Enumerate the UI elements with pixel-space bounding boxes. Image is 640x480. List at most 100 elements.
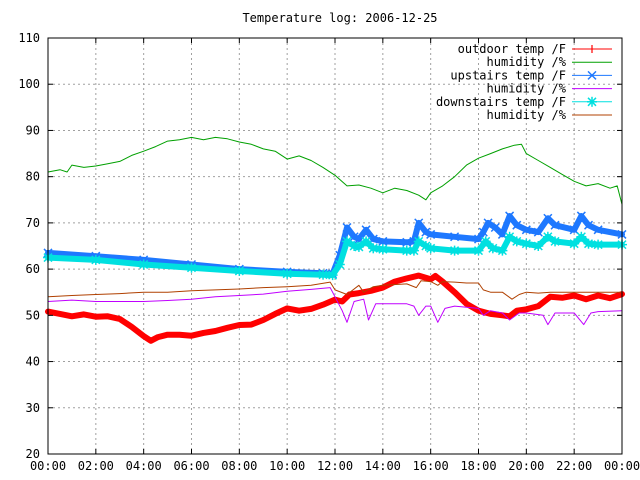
data-point: [533, 227, 543, 237]
series-line: [45, 272, 625, 344]
legend-label: outdoor temp /F: [458, 42, 566, 56]
x-tick-label: 00:00: [604, 459, 640, 473]
data-point: [593, 239, 604, 250]
x-tick-label: 00:00: [30, 459, 66, 473]
x-axis-tick-labels: 00:00 02:00 04:00 06:00 08:00 10:00 12:00 14:00…: [30, 459, 640, 473]
data-point: [569, 238, 580, 249]
series-6: [47, 280, 623, 300]
data-point: [234, 265, 245, 276]
data-point: [378, 236, 388, 246]
data-point: [421, 227, 431, 237]
legend-item-2: humidity /%: [487, 55, 612, 69]
data-point: [550, 236, 561, 247]
data-point: [426, 229, 436, 239]
series-5: [43, 231, 627, 281]
data-point: [478, 227, 488, 237]
data-point: [505, 211, 515, 221]
y-tick-label: 50: [26, 308, 40, 322]
legend-item-5: downstairs temp /F: [436, 95, 612, 109]
y-tick-label: 80: [26, 170, 40, 184]
data-point: [138, 259, 149, 270]
data-point: [353, 241, 364, 252]
data-point: [318, 269, 329, 280]
data-point: [576, 211, 586, 221]
data-point: [533, 241, 544, 251]
y-tick-label: 60: [26, 262, 40, 276]
x-tick-label: 18:00: [460, 459, 496, 473]
data-point: [512, 220, 522, 230]
y-tick-label: 40: [26, 355, 40, 369]
series-2: [47, 136, 623, 205]
y-tick-label: 110: [18, 31, 40, 45]
x-tick-label: 10:00: [269, 459, 305, 473]
legend-marker: [587, 70, 597, 80]
data-point: [402, 237, 412, 247]
data-point: [341, 236, 352, 247]
data-point: [521, 238, 532, 249]
data-point: [408, 245, 419, 256]
data-point: [414, 218, 424, 228]
legend-item-1: outdoor temp /F: [458, 42, 612, 56]
data-point: [449, 245, 460, 256]
legend-label: downstairs temp /F: [436, 95, 566, 109]
data-point: [583, 220, 594, 230]
data-point: [186, 262, 197, 273]
x-tick-label: 14:00: [365, 459, 401, 473]
data-point: [542, 231, 553, 242]
data-point: [576, 231, 587, 242]
data-point: [511, 236, 522, 247]
data-point: [480, 236, 491, 247]
data-point: [368, 243, 379, 254]
y-tick-label: 20: [26, 447, 40, 461]
y-tick-label: 30: [26, 401, 40, 415]
x-tick-label: 04:00: [126, 459, 162, 473]
x-tick-label: 20:00: [508, 459, 544, 473]
data-point: [377, 244, 388, 255]
y-tick-label: 100: [18, 77, 40, 91]
data-point: [90, 254, 101, 265]
legend-label: upstairs temp /F: [450, 68, 566, 82]
legend-label: humidity /%: [487, 108, 567, 122]
data-point: [521, 225, 531, 235]
series-layer: [43, 136, 627, 344]
series-line: [47, 136, 623, 205]
x-tick-label: 06:00: [173, 459, 209, 473]
y-axis-tick-labels: 20 30 40 50 60 70 80 90 100 110: [18, 31, 40, 461]
data-point: [413, 236, 424, 247]
data-point: [583, 238, 594, 249]
legend-label: humidity /%: [487, 55, 567, 69]
data-point: [473, 245, 484, 256]
data-point: [490, 222, 500, 233]
data-point: [569, 225, 579, 235]
data-point: [361, 236, 372, 247]
data-point: [349, 232, 359, 242]
legend-item-3: upstairs temp /F: [450, 68, 612, 82]
legend-item-4: humidity /%: [487, 82, 612, 96]
x-tick-label: 02:00: [78, 459, 114, 473]
data-point: [487, 243, 498, 254]
legend-label: humidity /%: [487, 82, 567, 96]
data-point: [334, 259, 345, 270]
y-tick-label: 70: [26, 216, 40, 230]
y-tick-label: 90: [26, 123, 40, 137]
axis-ticks: [47, 37, 623, 455]
data-point: [361, 225, 371, 235]
legend-marker: [587, 96, 597, 107]
data-point: [342, 222, 352, 233]
data-point: [497, 245, 508, 256]
x-tick-label: 16:00: [413, 459, 449, 473]
x-tick-label: 08:00: [221, 459, 257, 473]
data-point: [550, 220, 560, 230]
x-tick-label: 22:00: [556, 459, 592, 473]
data-point: [327, 270, 338, 281]
data-point: [543, 213, 553, 223]
data-point: [504, 231, 515, 242]
series-4: [47, 287, 623, 326]
data-point: [425, 243, 436, 254]
chart-title: Temperature log: 2006-12-25: [242, 11, 437, 25]
data-point: [282, 268, 293, 279]
series-line: [47, 280, 623, 300]
x-tick-label: 12:00: [317, 459, 353, 473]
